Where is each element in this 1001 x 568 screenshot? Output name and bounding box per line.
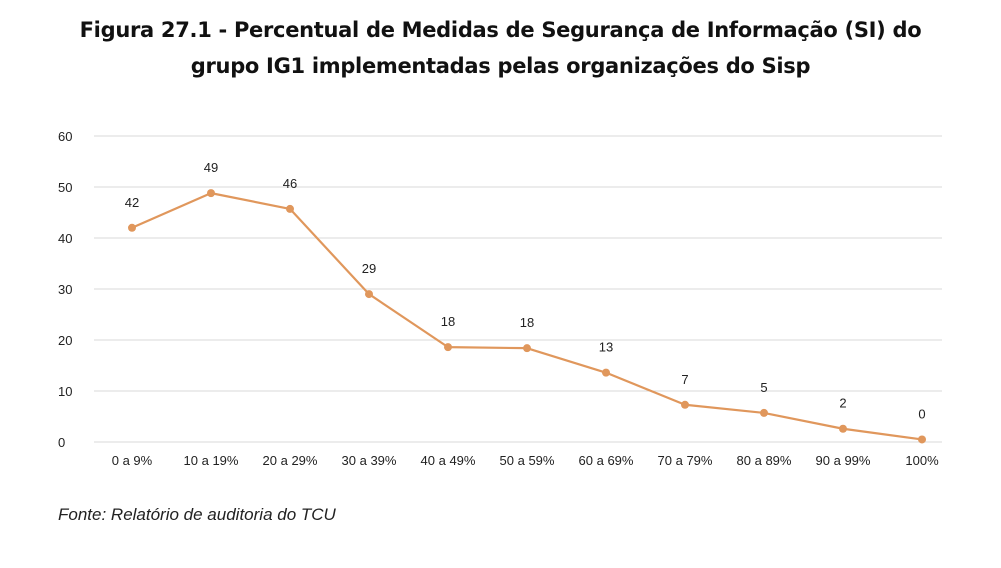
x-tick-label: 20 a 29% (263, 453, 318, 468)
source-note: Fonte: Relatório de auditoria do TCU (58, 505, 336, 524)
data-point (128, 223, 136, 232)
data-point (760, 408, 768, 417)
data-label: 0 (918, 406, 925, 421)
data-label: 46 (283, 176, 297, 191)
data-point (918, 435, 926, 444)
data-label: 5 (760, 380, 767, 395)
y-tick-label: 40 (58, 231, 72, 246)
data-label: 13 (599, 340, 613, 355)
data-label: 2 (839, 396, 846, 411)
chart-title-line-2: grupo IG1 implementadas pelas organizaçõ… (190, 54, 811, 78)
y-tick-label: 10 (58, 384, 72, 399)
data-point (444, 343, 452, 352)
data-point (681, 400, 689, 409)
data-label: 42 (125, 195, 139, 210)
x-tick-label: 60 a 69% (579, 453, 634, 468)
data-label: 18 (520, 315, 534, 330)
data-point (523, 344, 531, 353)
data-label: 49 (204, 160, 218, 175)
data-point (365, 290, 373, 299)
x-tick-label: 90 a 99% (816, 453, 871, 468)
data-point (839, 424, 847, 433)
x-tick-label: 10 a 19% (184, 453, 239, 468)
y-tick-label: 0 (58, 435, 65, 450)
chart-title-line-1: Figura 27.1 - Percentual de Medidas de S… (79, 18, 922, 42)
data-point (207, 189, 215, 198)
y-tick-label: 50 (58, 180, 72, 195)
x-tick-label: 80 a 89% (737, 453, 792, 468)
y-tick-label: 20 (58, 333, 72, 348)
x-tick-label: 40 a 49% (421, 453, 476, 468)
y-tick-label: 60 (58, 129, 72, 144)
data-label: 18 (441, 314, 455, 329)
data-label: 7 (681, 372, 688, 387)
data-point (602, 368, 610, 377)
chart-title: Figura 27.1 - Percentual de Medidas de S… (0, 12, 1001, 84)
data-label: 29 (362, 261, 376, 276)
y-tick-label: 30 (58, 282, 72, 297)
data-point (286, 204, 294, 213)
x-tick-label: 0 a 9% (112, 453, 153, 468)
x-tick-label: 30 a 39% (342, 453, 397, 468)
x-tick-label: 100% (905, 453, 939, 468)
x-tick-label: 50 a 59% (500, 453, 555, 468)
x-tick-label: 70 a 79% (658, 453, 713, 468)
